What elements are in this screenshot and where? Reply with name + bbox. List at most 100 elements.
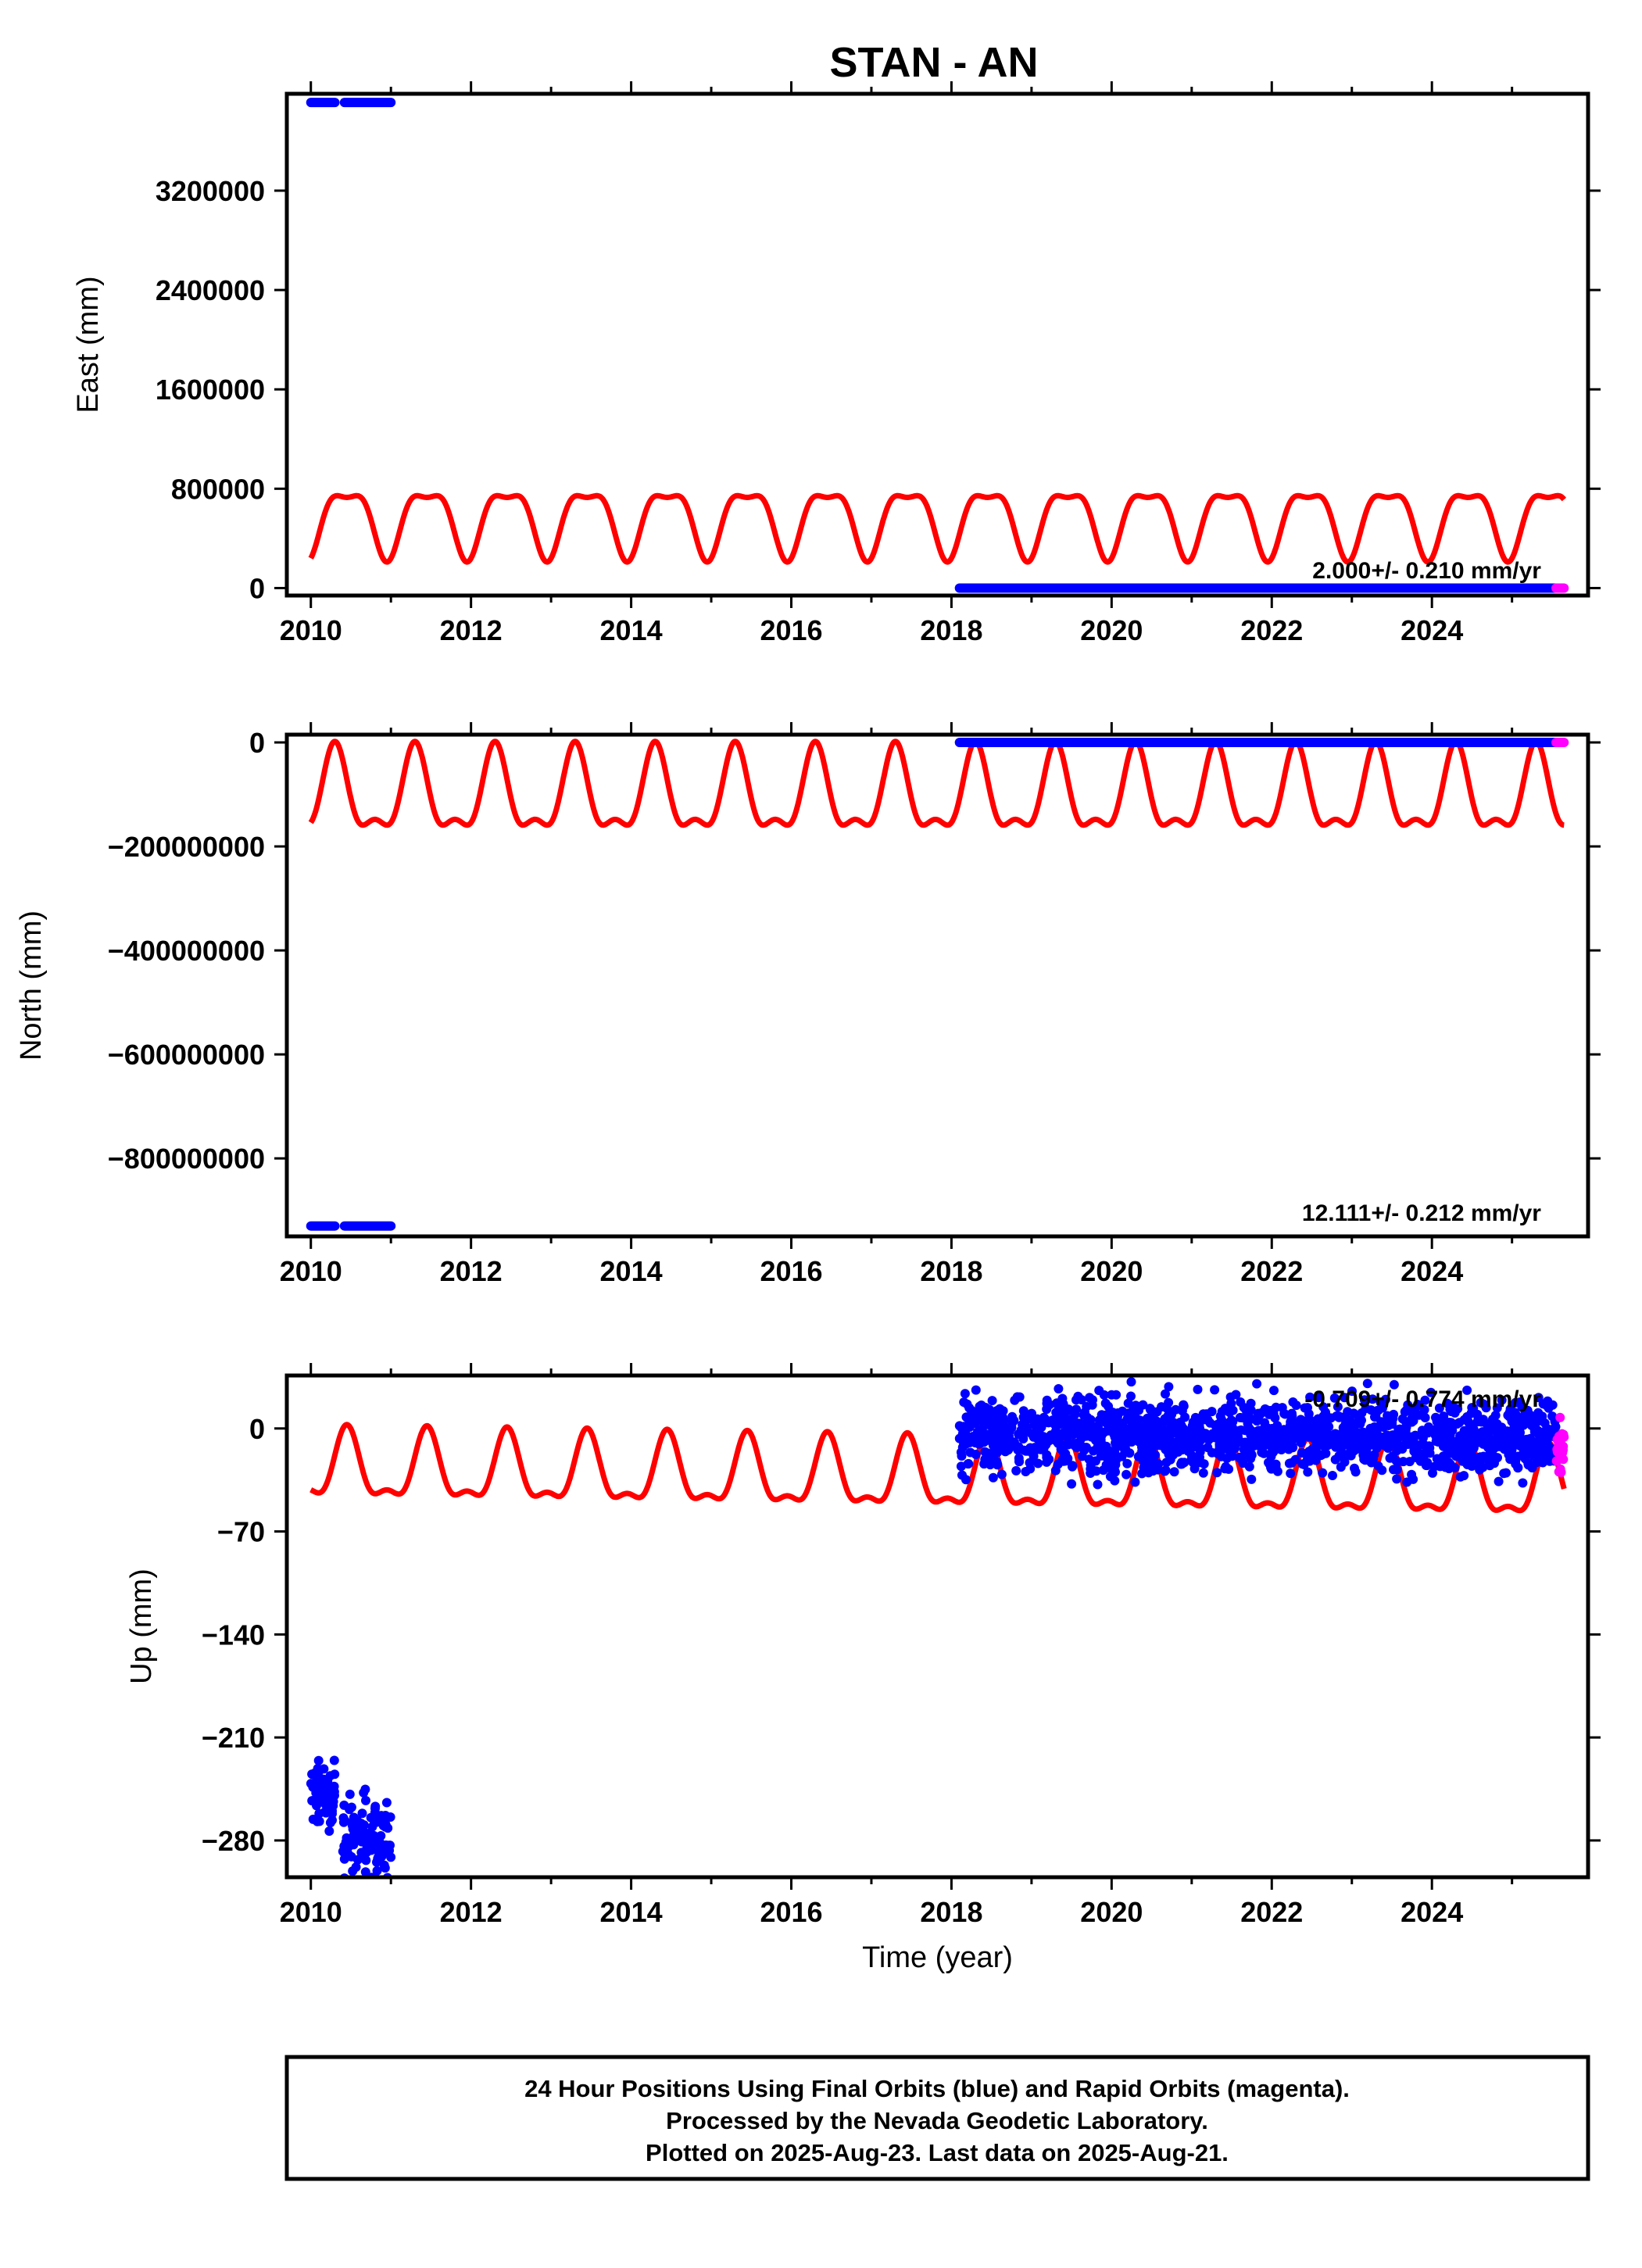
up-final-point <box>1032 1414 1043 1424</box>
up-final-point <box>1538 1399 1548 1409</box>
up-final-point <box>993 1447 1003 1458</box>
up-final-point <box>1183 1444 1193 1454</box>
up-final-point <box>1058 1428 1068 1438</box>
up-final-point <box>1050 1465 1061 1476</box>
east-xtick-label: 2012 <box>440 614 503 646</box>
up-final-point <box>1483 1454 1493 1465</box>
up-final-points <box>306 1755 340 1836</box>
up-rapid-point <box>1555 1412 1565 1422</box>
up-final-point <box>1266 1425 1276 1435</box>
up-ytick-label: −280 <box>202 1825 265 1857</box>
up-final-point <box>1518 1412 1528 1422</box>
up-final-point <box>1350 1463 1359 1473</box>
up-final-point <box>1375 1432 1385 1441</box>
up-final-point <box>1223 1406 1233 1416</box>
up-final-point <box>1497 1395 1507 1405</box>
up-final-point <box>383 1823 393 1833</box>
up-final-point <box>1247 1474 1257 1484</box>
up-xtick-label: 2020 <box>1080 1896 1143 1928</box>
up-final-point <box>1154 1437 1164 1447</box>
up-final-point <box>1161 1389 1170 1399</box>
footer-line-2: Processed by the Nevada Geodetic Laborat… <box>666 2107 1208 2134</box>
up-final-point <box>361 1795 370 1805</box>
up-final-point <box>1252 1379 1262 1389</box>
up-final-point <box>1165 1454 1175 1465</box>
up-final-point <box>1082 1423 1092 1433</box>
up-final-point <box>1362 1379 1372 1389</box>
up-final-point <box>1458 1438 1468 1448</box>
up-ytick-label: −140 <box>202 1619 265 1651</box>
up-final-point <box>1183 1436 1193 1447</box>
east-ytick-label: 800000 <box>171 473 265 505</box>
up-final-point <box>1152 1407 1162 1417</box>
up-final-point <box>1417 1426 1427 1436</box>
up-final-point <box>374 1852 383 1862</box>
up-final-point <box>1450 1463 1460 1473</box>
up-final-point <box>1321 1448 1331 1458</box>
up-final-point <box>1406 1432 1416 1442</box>
up-final-point <box>1360 1455 1370 1465</box>
up-final-point <box>1272 1466 1282 1476</box>
up-final-point <box>1510 1420 1520 1430</box>
up-final-point <box>1440 1462 1451 1472</box>
up-final-point <box>1485 1436 1495 1446</box>
up-final-point <box>1359 1395 1369 1405</box>
east-xtick-label: 2014 <box>600 614 663 646</box>
up-final-point <box>964 1458 974 1468</box>
up-final-point <box>372 1866 382 1876</box>
up-final-point <box>1291 1401 1301 1411</box>
up-final-point <box>1523 1449 1533 1458</box>
up-final-point <box>1366 1405 1376 1415</box>
up-final-point <box>1551 1422 1561 1432</box>
up-rapid-point <box>1558 1443 1568 1454</box>
up-final-point <box>1369 1422 1379 1432</box>
up-final-point <box>1018 1427 1028 1437</box>
up-final-point <box>1099 1427 1109 1437</box>
up-final-point <box>1426 1387 1436 1397</box>
up-final-point <box>357 1808 367 1819</box>
up-final-point <box>356 1819 366 1829</box>
footer-line-1: 24 Hour Positions Using Final Orbits (bl… <box>524 2075 1350 2102</box>
up-final-point <box>1329 1393 1340 1403</box>
up-ylabel: Up (mm) <box>125 1569 158 1684</box>
up-final-point <box>1461 1454 1471 1464</box>
footer-box: 24 Hour Positions Using Final Orbits (bl… <box>284 2055 1590 2181</box>
up-final-point <box>349 1837 359 1848</box>
up-final-point <box>975 1413 985 1423</box>
up-final-point <box>1260 1404 1270 1414</box>
up-final-point <box>1533 1451 1543 1461</box>
up-final-point <box>1527 1463 1537 1473</box>
up-final-point <box>1513 1462 1523 1472</box>
up-final-point <box>1228 1425 1237 1435</box>
up-final-point <box>1193 1384 1203 1394</box>
up-frame <box>284 1373 1590 1880</box>
up-final-point <box>1448 1401 1458 1411</box>
up-final-point <box>1333 1411 1343 1421</box>
up-final-point <box>1030 1443 1039 1453</box>
up-final-point <box>1336 1443 1347 1453</box>
up-final-point <box>1236 1397 1246 1407</box>
up-final-point <box>1340 1393 1350 1403</box>
up-final-point <box>1318 1411 1329 1421</box>
up-final-point <box>1355 1418 1365 1429</box>
up-final-point <box>380 1863 390 1873</box>
up-final-point <box>1076 1395 1086 1404</box>
up-final-point <box>1137 1468 1147 1479</box>
up-final-point <box>1454 1418 1465 1428</box>
up-final-point <box>1099 1390 1109 1400</box>
up-final-point <box>972 1427 982 1437</box>
up-panel: 2010 2012 2014 2016 2018 2020 2022 2024 0 −70 −140… <box>125 1363 1601 1974</box>
up-final-point <box>1387 1419 1397 1429</box>
up-final-point <box>1410 1447 1420 1458</box>
up-final-point <box>1290 1454 1300 1465</box>
up-final-point <box>1212 1468 1222 1478</box>
up-final-point <box>1318 1468 1328 1478</box>
up-final-point <box>1038 1437 1048 1447</box>
east-xtick-label: 2024 <box>1401 614 1463 646</box>
up-final-point <box>1109 1464 1119 1474</box>
up-final-point <box>313 1755 324 1765</box>
up-final-point <box>346 1802 356 1812</box>
up-final-point <box>1057 1407 1067 1417</box>
up-final-point <box>1289 1423 1299 1433</box>
